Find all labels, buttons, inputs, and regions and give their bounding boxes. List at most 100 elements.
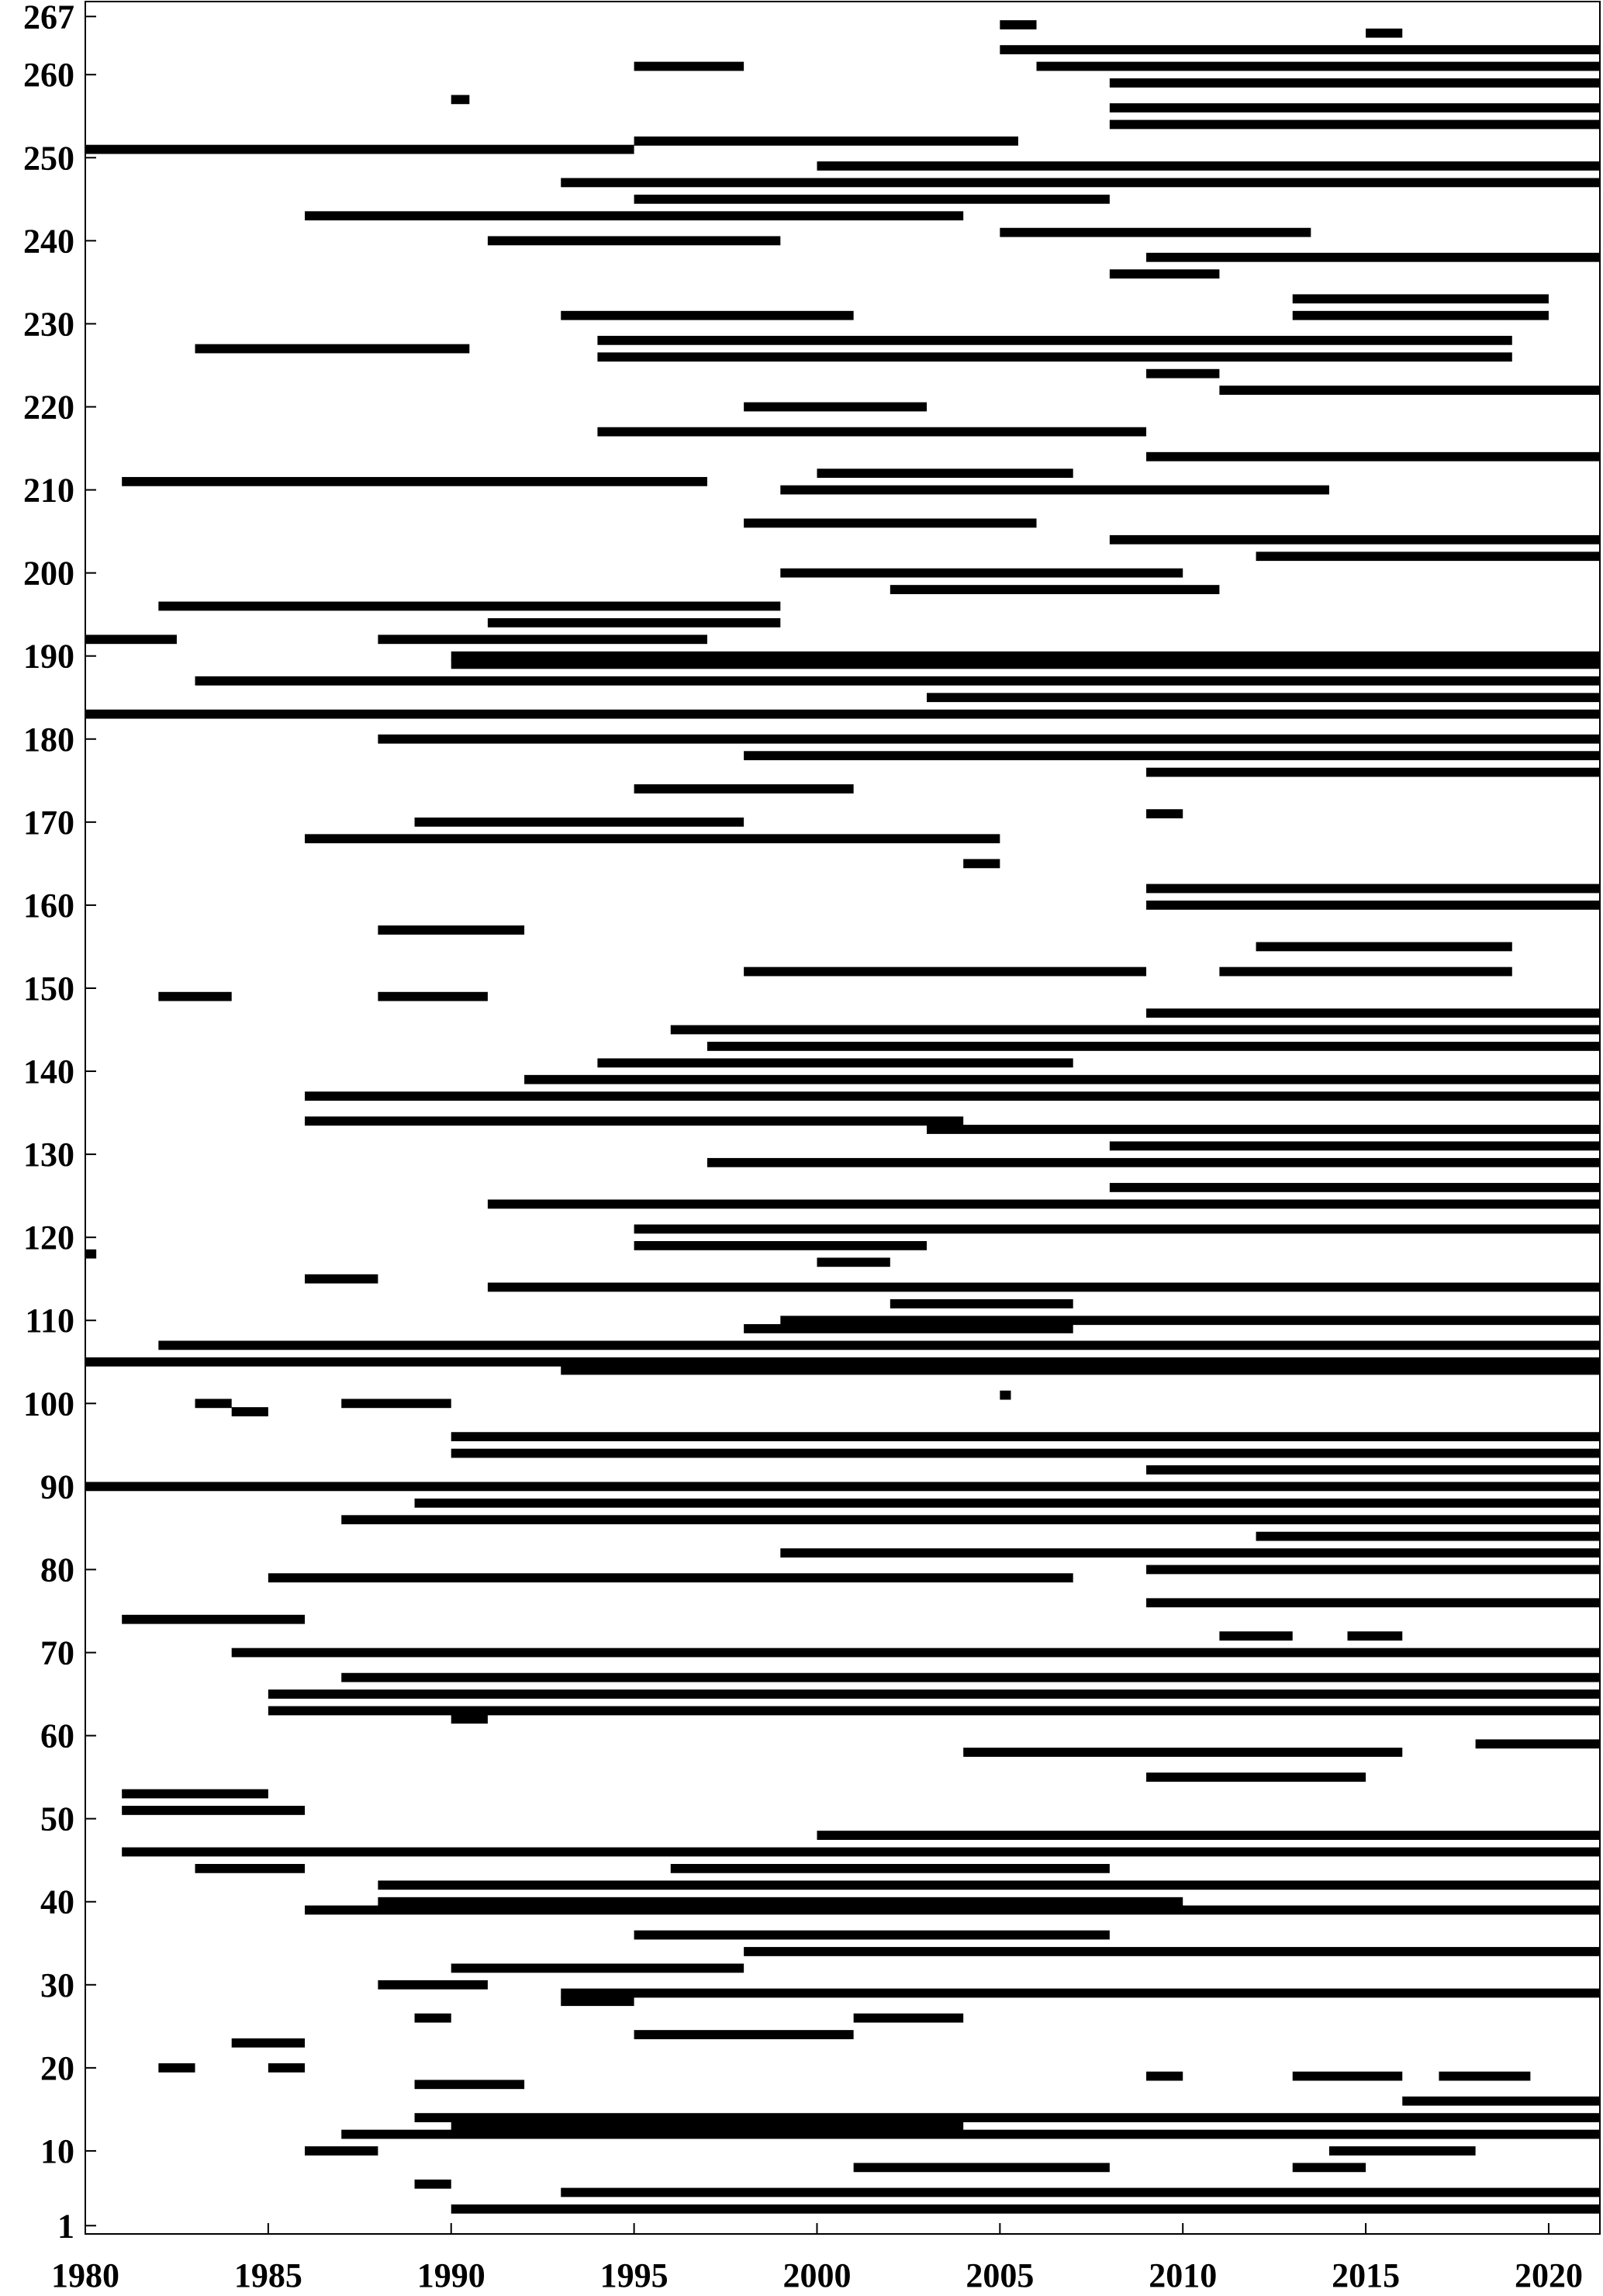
availability-segment-row-236 <box>1109 269 1220 279</box>
availability-segment-row-187 <box>195 676 1601 686</box>
availability-segment-row-204 <box>1109 534 1600 545</box>
availability-segment-row-263 <box>1000 45 1600 54</box>
availability-segment-row-86 <box>341 1515 1600 1525</box>
availability-segment-row-32 <box>451 1963 744 1973</box>
y-tick-label: 250 <box>23 139 74 177</box>
availability-segment-row-121 <box>634 1224 1601 1234</box>
y-tick-label: 190 <box>23 638 74 676</box>
y-tick-label: 170 <box>23 804 74 842</box>
availability-segment-row-165 <box>963 859 1000 869</box>
x-tick-label: 2015 <box>1332 2256 1400 2294</box>
availability-segment-row-200 <box>780 568 1183 578</box>
availability-segment-row-192 <box>85 635 177 645</box>
availability-segment-row-174 <box>634 784 854 794</box>
availability-segment-row-12 <box>341 2129 1600 2139</box>
availability-segment-row-141 <box>597 1058 1073 1068</box>
availability-segment-row-124 <box>487 1199 1600 1209</box>
availability-segment-row-44 <box>195 1864 306 1873</box>
availability-segment-row-26 <box>853 2013 964 2023</box>
availability-segment-row-80 <box>1146 1565 1600 1575</box>
availability-segment-row-63 <box>268 1706 1600 1716</box>
y-tick-label: 40 <box>40 1883 74 1921</box>
y-tick-label: 210 <box>23 472 74 510</box>
x-tick-label: 2005 <box>966 2256 1034 2294</box>
availability-segment-row-23 <box>231 2038 306 2048</box>
availability-segment-row-254 <box>1109 119 1600 130</box>
availability-segment-row-96 <box>451 1432 1600 1442</box>
availability-segment-row-39 <box>305 1905 1601 1915</box>
availability-segment-row-228 <box>597 335 1512 345</box>
availability-segment-row-59 <box>1475 1739 1600 1749</box>
availability-segment-row-104 <box>561 1365 1600 1375</box>
availability-segment-row-88 <box>414 1498 1601 1508</box>
x-tick-label: 2000 <box>782 2256 851 2294</box>
availability-segment-row-206 <box>744 518 1037 528</box>
availability-segment-row-72 <box>1219 1631 1293 1641</box>
availability-segment-row-5 <box>561 2187 1600 2197</box>
availability-segment-row-67 <box>341 1672 1600 1682</box>
availability-segment-row-168 <box>305 834 1000 844</box>
y-tick-label: 1 <box>57 2207 74 2245</box>
availability-segment-row-143 <box>706 1042 1600 1051</box>
availability-segment-row-28 <box>561 1997 634 2007</box>
availability-segment-row-149 <box>158 991 232 1001</box>
availability-segment-row-16 <box>1402 2096 1600 2106</box>
availability-segment-row-249 <box>817 161 1600 171</box>
y-tick-label: 200 <box>23 555 74 593</box>
y-tick-label: 180 <box>23 721 74 759</box>
availability-segment-row-118 <box>85 1249 97 1259</box>
availability-segment-row-19 <box>1292 2071 1403 2081</box>
y-tick-label: 160 <box>23 887 74 925</box>
availability-segment-row-152 <box>744 966 1147 977</box>
availability-segment-row-92 <box>1146 1465 1600 1475</box>
availability-segment-row-241 <box>1000 227 1311 237</box>
availability-segment-row-129 <box>706 1157 1600 1167</box>
y-tick-label: 230 <box>23 305 74 343</box>
availability-segment-row-117 <box>817 1257 890 1267</box>
y-tick-label: 130 <box>23 1136 74 1174</box>
y-tick-label: 140 <box>23 1053 74 1091</box>
availability-segment-row-190 <box>451 651 1600 661</box>
availability-segment-row-133 <box>927 1125 1600 1134</box>
availability-segment-row-6 <box>414 2179 451 2189</box>
availability-segment-row-14 <box>414 2113 1601 2122</box>
availability-segment-row-13 <box>451 2121 964 2131</box>
availability-segment-row-157 <box>378 925 525 935</box>
availability-segment-row-155 <box>1256 942 1512 952</box>
availability-segment-row-82 <box>780 1548 1600 1558</box>
availability-segment-row-176 <box>1146 767 1600 777</box>
availability-segment-row-30 <box>378 1980 488 1990</box>
availability-segment-row-194 <box>487 617 781 628</box>
availability-segment-row-160 <box>1146 901 1600 910</box>
availability-segment-row-10 <box>1328 2146 1476 2156</box>
availability-segment-row-84 <box>1256 1531 1600 1541</box>
availability-segment-row-226 <box>597 352 1512 362</box>
availability-segment-row-222 <box>1219 386 1600 395</box>
availability-segment-row-62 <box>451 1714 488 1724</box>
availability-segment-row-233 <box>1292 294 1549 304</box>
availability-segment-row-259 <box>1109 78 1600 88</box>
availability-segment-row-131 <box>1109 1141 1600 1151</box>
availability-segment-row-90 <box>85 1482 1600 1492</box>
y-tick-label: 70 <box>40 1634 74 1672</box>
availability-segment-row-3 <box>451 2204 1600 2214</box>
availability-segment-row-24 <box>634 2030 854 2039</box>
y-tick-label: 150 <box>23 970 74 1008</box>
availability-segment-row-261 <box>1036 61 1600 71</box>
availability-segment-row-74 <box>122 1614 306 1624</box>
y-tick-label: 110 <box>25 1302 74 1340</box>
availability-segment-row-137 <box>305 1091 1601 1101</box>
availability-segment-row-70 <box>231 1648 1600 1658</box>
availability-segment-row-42 <box>378 1880 1600 1890</box>
availability-segment-row-192 <box>378 635 707 645</box>
availability-segment-row-112 <box>890 1298 1073 1309</box>
availability-segment-row-53 <box>122 1789 268 1799</box>
availability-segment-row-171 <box>1146 809 1183 819</box>
availability-segment-row-134 <box>305 1116 964 1126</box>
availability-segment-row-220 <box>744 402 927 412</box>
availability-segment-row-149 <box>378 991 488 1001</box>
availability-segment-row-58 <box>963 1748 1403 1757</box>
availability-segment-row-227 <box>195 344 470 354</box>
availability-segment-row-34 <box>744 1947 1601 1956</box>
